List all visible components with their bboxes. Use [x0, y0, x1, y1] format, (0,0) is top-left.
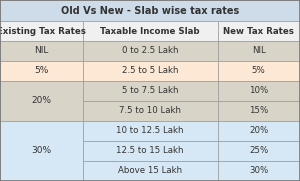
Text: 20%: 20%	[31, 96, 51, 106]
Bar	[218, 101, 300, 121]
Bar	[82, 161, 218, 181]
Text: 10 to 12.5 Lakh: 10 to 12.5 Lakh	[116, 127, 184, 135]
Bar	[82, 21, 218, 41]
Text: 20%: 20%	[249, 127, 268, 135]
Bar	[82, 41, 218, 61]
Text: 5 to 7.5 Lakh: 5 to 7.5 Lakh	[122, 87, 178, 95]
Bar	[218, 161, 300, 181]
Bar	[0, 41, 82, 61]
Bar	[0, 81, 82, 121]
Text: Old Vs New - Slab wise tax rates: Old Vs New - Slab wise tax rates	[61, 6, 239, 16]
Bar	[82, 81, 218, 101]
Bar	[82, 141, 218, 161]
Bar	[82, 121, 218, 141]
Text: 2.5 to 5 Lakh: 2.5 to 5 Lakh	[122, 66, 178, 75]
Text: 15%: 15%	[249, 106, 268, 115]
Text: Taxable Income Slab: Taxable Income Slab	[100, 27, 200, 36]
Text: 30%: 30%	[249, 167, 268, 176]
Text: NIL: NIL	[34, 46, 48, 55]
Bar	[82, 61, 218, 81]
Bar	[218, 41, 300, 61]
Text: 12.5 to 15 Lakh: 12.5 to 15 Lakh	[116, 146, 184, 155]
Bar	[0, 0, 300, 21]
Text: New Tax Rates: New Tax Rates	[223, 27, 294, 36]
Bar	[218, 21, 300, 41]
Bar	[218, 121, 300, 141]
Text: 0 to 2.5 Lakh: 0 to 2.5 Lakh	[122, 46, 178, 55]
Bar	[218, 81, 300, 101]
Bar	[0, 121, 82, 181]
Bar	[0, 21, 82, 41]
Text: NIL: NIL	[252, 46, 266, 55]
Text: Above 15 Lakh: Above 15 Lakh	[118, 167, 182, 176]
Text: 30%: 30%	[31, 146, 51, 155]
Text: 5%: 5%	[252, 66, 266, 75]
Bar	[0, 61, 82, 81]
Bar	[218, 141, 300, 161]
Bar	[82, 101, 218, 121]
Text: Existing Tax Rates: Existing Tax Rates	[0, 27, 86, 36]
Text: 10%: 10%	[249, 87, 268, 95]
Text: 7.5 to 10 Lakh: 7.5 to 10 Lakh	[119, 106, 181, 115]
Text: 25%: 25%	[249, 146, 268, 155]
Bar	[218, 61, 300, 81]
Text: 5%: 5%	[34, 66, 48, 75]
